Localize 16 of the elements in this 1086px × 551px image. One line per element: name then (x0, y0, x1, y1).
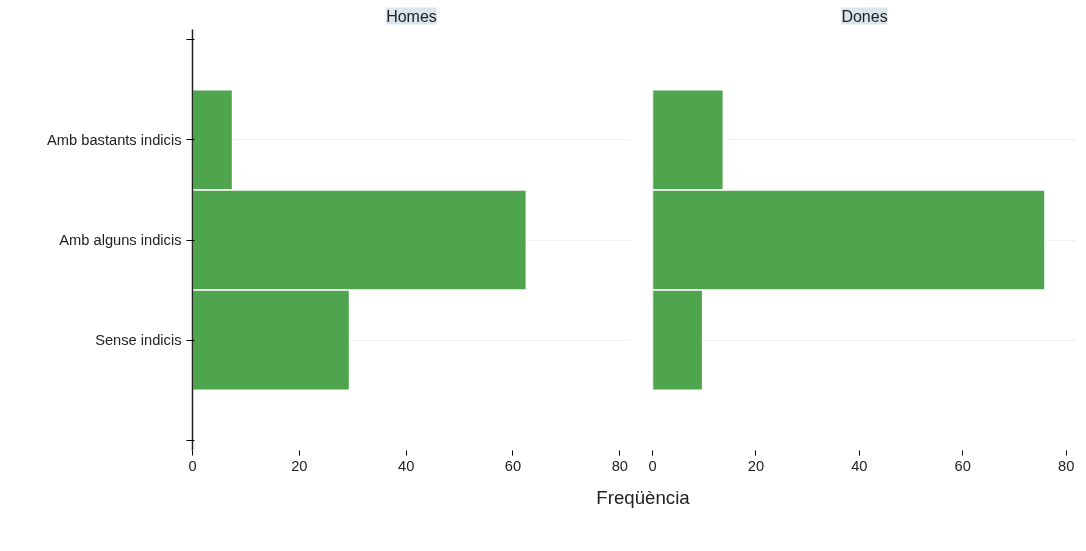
x-tick-label: 80 (1058, 457, 1075, 474)
x-tick-label: 20 (747, 457, 765, 474)
x-axis-title: Freqüència (596, 486, 690, 510)
y-tick-label: Amb bastants indicis (47, 131, 182, 148)
x-tick-label: 60 (504, 457, 522, 474)
x-tick-label: 0 (648, 457, 657, 474)
x-tick-label: 60 (954, 457, 971, 474)
x-tick-label: 80 (611, 457, 628, 474)
x-tick-label: 40 (851, 457, 868, 474)
chart-title: Dones (841, 7, 888, 25)
y-tick-label: Amb alguns indicis (59, 232, 182, 248)
x-tick-label: 0 (188, 457, 197, 474)
y-tick-label: Sense indicis (95, 332, 182, 349)
chart-title: Homes (386, 7, 437, 25)
x-tick-label: 40 (398, 457, 415, 474)
x-tick-label: 20 (291, 457, 308, 474)
